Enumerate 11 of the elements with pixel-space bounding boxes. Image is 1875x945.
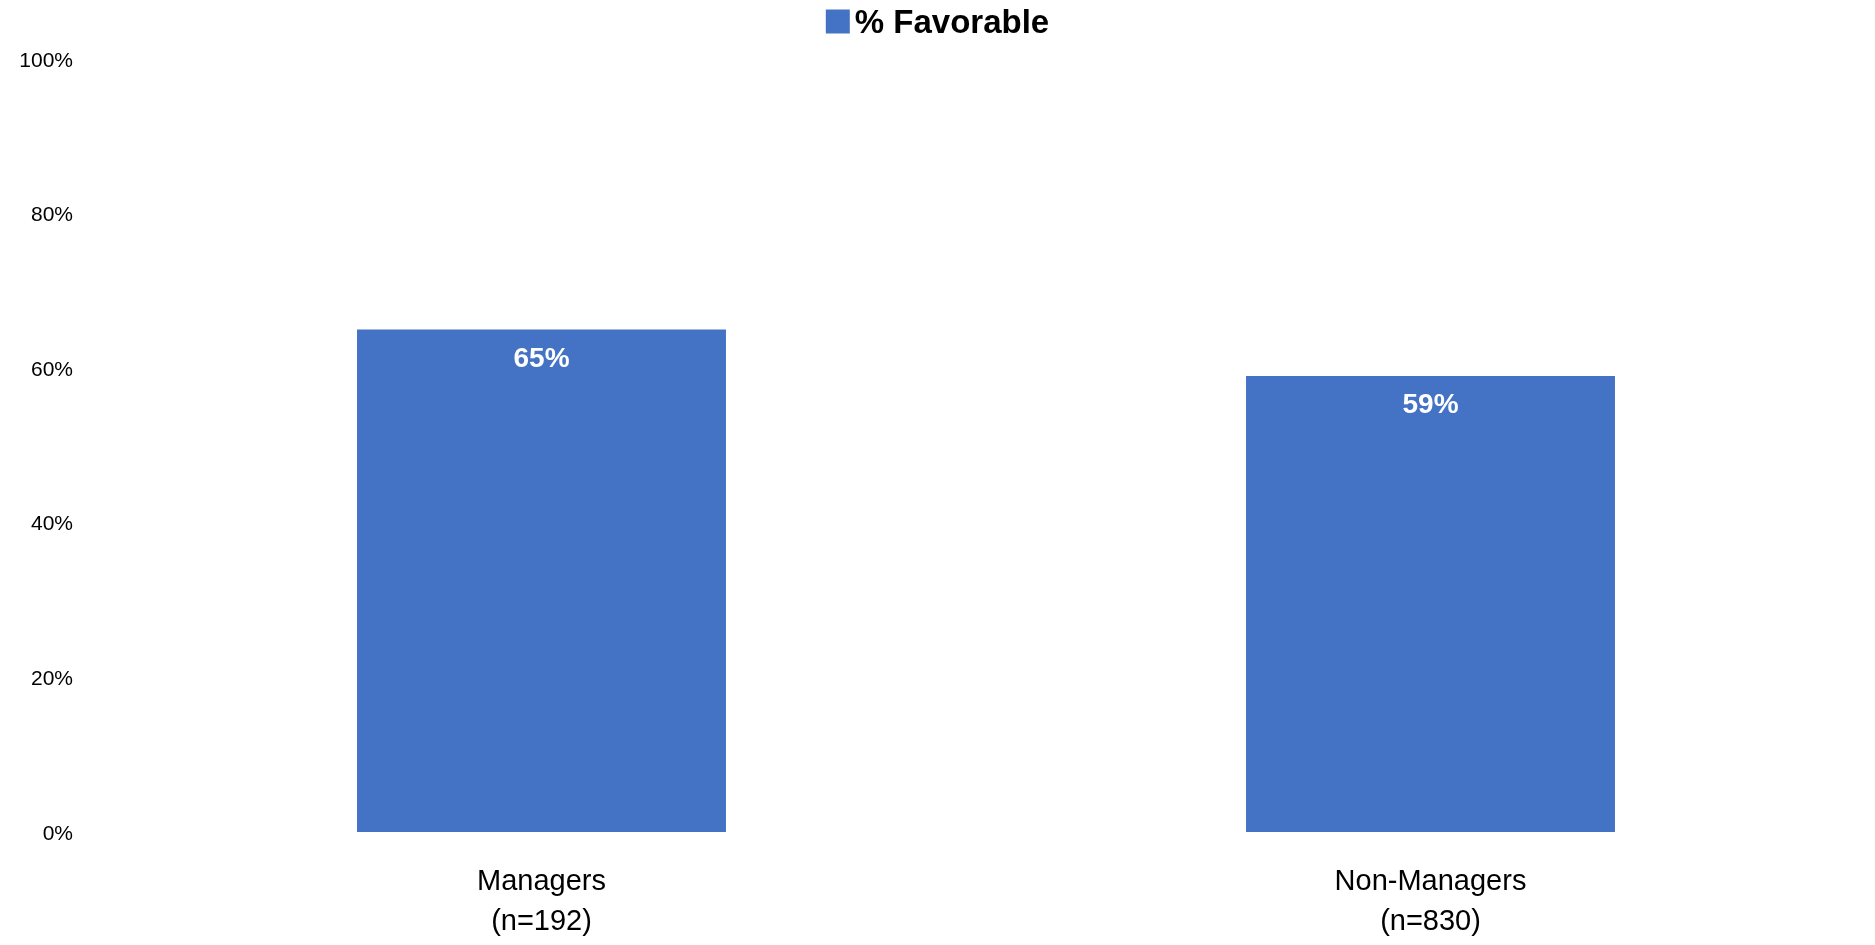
y-tick-label: 20%: [30, 665, 73, 689]
legend-label: % Favorable: [854, 3, 1050, 40]
x-tick-label: Managers (n=192): [477, 864, 606, 936]
x-tick-label: Non-Managers (n=830): [1334, 864, 1527, 936]
y-tick-label: 40%: [30, 511, 73, 535]
data-label: 59%: [1402, 388, 1459, 420]
data-label: 65%: [513, 342, 570, 374]
y-tick-label: 0%: [42, 820, 73, 844]
y-tick-label: 60%: [30, 356, 73, 380]
y-tick-label: 100%: [19, 47, 73, 71]
y-tick-label: 80%: [30, 202, 73, 226]
